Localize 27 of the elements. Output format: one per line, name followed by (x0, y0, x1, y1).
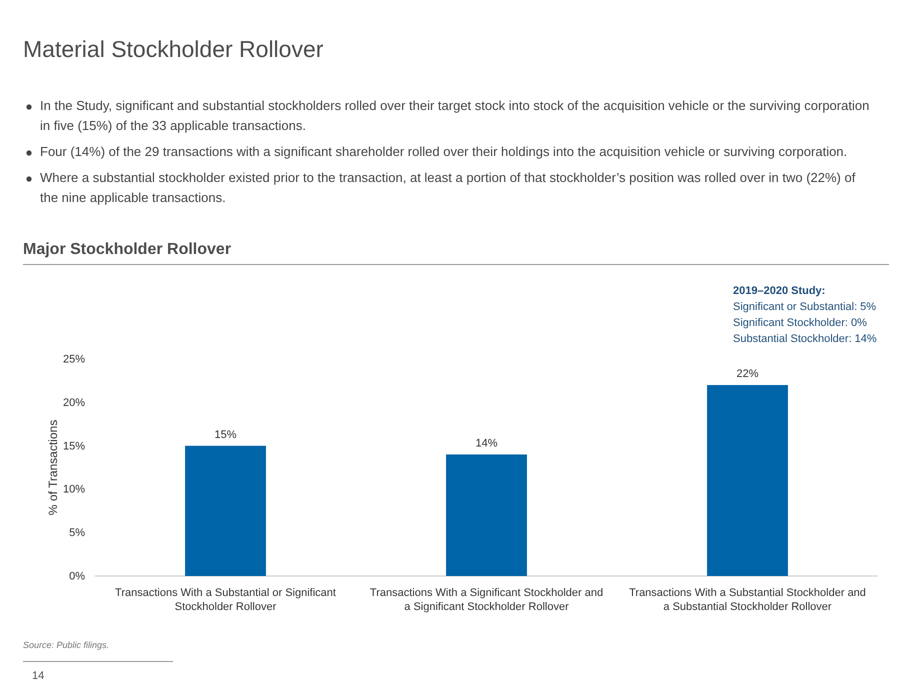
text: Significant or Substantial: 5% (733, 300, 877, 315)
x-tick-label: Transactions With a Substantial or Significant Stockholder Rollover (115, 586, 336, 614)
text: 14 (32, 670, 44, 682)
y-tick-label: 25% (62, 354, 86, 366)
x-tick-label: Transactions With a Substantial Stockholder and a Substantial Stockholder Rollover (629, 586, 866, 614)
chart-subtitle: Major Stockholder Rollover (23, 241, 232, 259)
y-tick-label: 20% (62, 396, 86, 409)
data-label: 22% (736, 368, 759, 380)
chart-title: Material Stockholder Rollover (23, 36, 324, 63)
y-tick-label: 0% (69, 570, 86, 583)
x-tick-label: Transactions With a Significant Stockholder and a Significant Stockholder Rollover (370, 586, 604, 614)
y-tick-label: 15% (62, 440, 86, 452)
text: Significant Stockholder: 0% (733, 316, 868, 331)
text: 2019–2020 Study: (733, 284, 826, 299)
bar (446, 454, 527, 576)
text: In the Study, significant and substantial stockholders rolled over their target stock into stock of the acquisition vehicle or the surviving corporation in five (15%) of the 33 applicable transactions. (40, 98, 870, 133)
text: Substantial Stockholder: 14% (733, 332, 877, 347)
data-label: 14% (475, 437, 498, 450)
text: Where a substantial stockholder existed prior to the transaction, at least a portion of that stockholder’s position was rolled over in two (22%) of the nine applicable transactions. (40, 170, 856, 205)
source-note: Source: Public filings. (23, 640, 110, 650)
y-tick-label: 10% (62, 484, 86, 496)
bar (707, 385, 788, 576)
bar (185, 446, 266, 576)
y-axis-title: % of Transactions (46, 420, 60, 516)
data-label: 15% (214, 428, 237, 441)
y-tick-label: 5% (69, 527, 86, 540)
text: Four (14%) of the 29 transactions with a significant shareholder rolled over their holdings into the acquisition vehicle or surviving corporation. (40, 144, 848, 159)
